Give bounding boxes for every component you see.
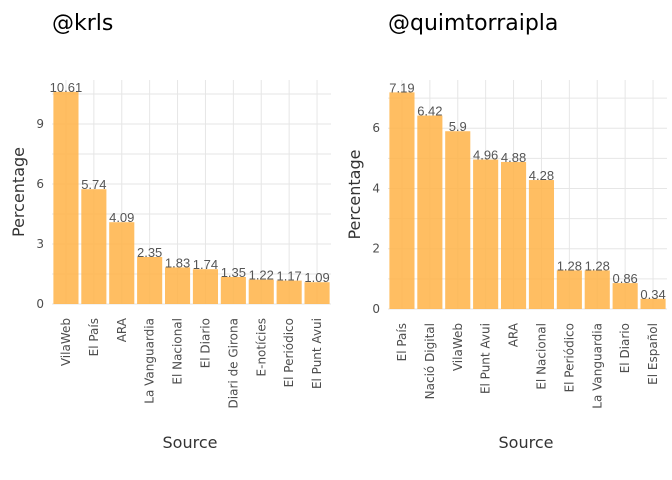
data-label: 4.28 <box>529 168 554 183</box>
x-tick-label: El Diario <box>198 318 212 368</box>
bar <box>417 115 443 309</box>
chart-panel-1: @krls 0 3 6 9 10.61 VilaWeb 5.74 El País 4.09 ARA 2… <box>9 11 331 452</box>
data-label: 5.9 <box>449 119 467 134</box>
y-tick-label: 0 <box>372 302 380 316</box>
chart-title: @quimtorraipla <box>388 11 558 36</box>
bar <box>528 180 555 309</box>
bar <box>53 91 79 304</box>
data-label: 4.96 <box>473 148 498 163</box>
data-label: 1.17 <box>276 269 301 284</box>
x-tick-label: VilaWeb <box>59 318 73 366</box>
data-label: 6.42 <box>417 104 442 119</box>
x-tick-label: El Nacional <box>534 323 548 390</box>
bar <box>445 131 471 309</box>
y-axis-title: Percentage <box>345 149 364 239</box>
bar <box>473 159 499 309</box>
x-tick-label: El Periódico <box>282 318 296 387</box>
x-tick-label: Diari de Girona <box>226 318 240 408</box>
bar <box>81 189 107 304</box>
x-tick-label: El Diario <box>618 323 632 373</box>
data-label: 0.86 <box>612 271 637 286</box>
bar <box>640 298 666 309</box>
data-label: 1.83 <box>165 255 190 270</box>
x-tick-label: ARA <box>115 317 129 342</box>
x-tick-label: El Español <box>646 323 660 385</box>
x-tick-label: VilaWeb <box>451 323 465 371</box>
x-axis-title: Source <box>499 433 554 452</box>
x-tick-label: La Vanguardia <box>590 323 604 409</box>
bar <box>612 283 638 309</box>
y-tick-label: 2 <box>372 242 380 256</box>
data-label: 5.74 <box>81 177 106 192</box>
x-tick-label: El Periódico <box>562 323 576 392</box>
bar <box>220 277 246 304</box>
bar <box>500 161 527 309</box>
x-tick-label: El Nacional <box>171 318 185 385</box>
bar <box>192 269 219 304</box>
data-label: 2.35 <box>137 245 162 260</box>
bar <box>109 222 135 304</box>
x-tick-label: La Vanguardia <box>143 318 157 404</box>
bar <box>276 280 302 304</box>
y-tick-label: 4 <box>372 181 380 195</box>
bar <box>164 267 191 304</box>
data-label: 1.35 <box>221 265 246 280</box>
chart-panel-2: @quimtorraipla 0 2 4 6 7.19 El País 6.42 Nació D… <box>345 11 667 452</box>
x-tick-label: El Punt Avui <box>479 323 493 394</box>
x-tick-label: E-notícies <box>254 318 268 376</box>
y-tick-label: 3 <box>36 237 44 251</box>
bar <box>389 92 415 310</box>
bar <box>137 257 163 304</box>
x-tick-label: El País <box>395 323 409 361</box>
bar <box>556 270 582 309</box>
bar <box>248 279 274 304</box>
data-label: 1.09 <box>304 270 329 285</box>
data-label: 0.34 <box>640 287 665 302</box>
data-label: 7.19 <box>389 80 414 95</box>
x-tick-label: Nació Digital <box>423 323 437 399</box>
data-label: 1.28 <box>557 258 582 273</box>
y-tick-label: 0 <box>36 297 44 311</box>
x-tick-label: El Punt Avui <box>310 318 324 389</box>
bar <box>304 282 330 304</box>
data-label: 1.74 <box>193 257 218 272</box>
x-tick-label: El País <box>87 318 101 356</box>
data-label: 10.61 <box>50 80 83 95</box>
data-label: 4.88 <box>501 150 526 165</box>
data-label: 1.22 <box>249 268 274 283</box>
y-tick-label: 6 <box>372 121 380 135</box>
bar <box>584 270 610 309</box>
data-label: 1.28 <box>585 258 610 273</box>
chart-title: @krls <box>52 11 113 36</box>
data-label: 4.09 <box>109 210 134 225</box>
x-tick-label: ARA <box>507 322 521 347</box>
x-axis-title: Source <box>163 433 218 452</box>
y-tick-label: 6 <box>36 177 44 191</box>
y-axis-title: Percentage <box>9 147 28 237</box>
y-tick-label: 9 <box>36 117 44 131</box>
